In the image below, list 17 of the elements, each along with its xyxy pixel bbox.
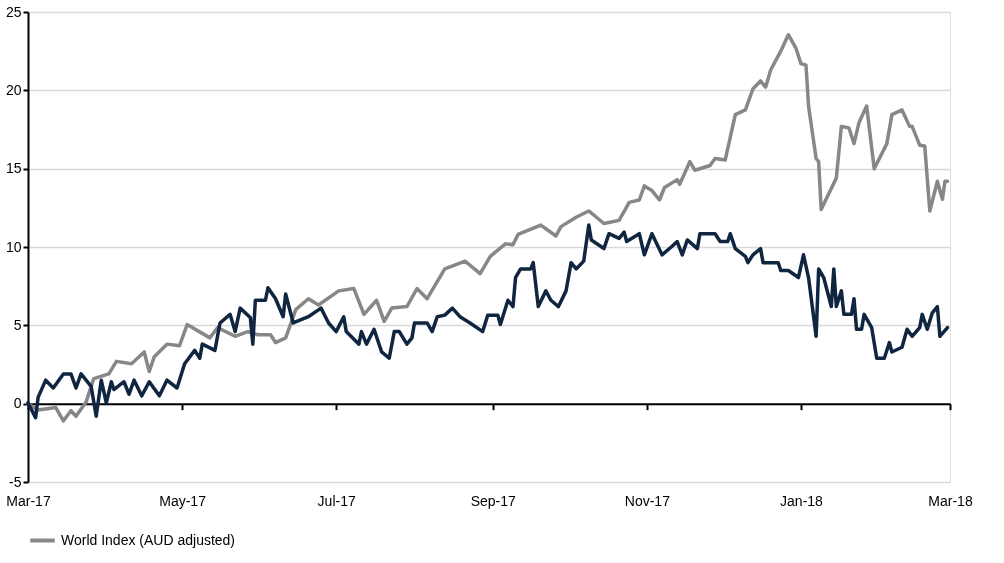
y-tick-label: -5 <box>9 473 22 490</box>
x-tick-label: Nov-17 <box>624 492 671 509</box>
x-tick-label: Mar-18 <box>928 492 973 509</box>
y-tick-label: 15 <box>5 160 22 177</box>
x-tick-label: Jul-17 <box>317 492 356 509</box>
legend-label: World Index (AUD adjusted) <box>61 531 236 548</box>
y-tick-label: 5 <box>13 316 22 333</box>
x-tick-label: May-17 <box>159 492 207 509</box>
y-tick-label: 25 <box>5 3 22 20</box>
x-tick-label: Jan-18 <box>780 492 824 509</box>
line-series <box>26 223 950 420</box>
line-series <box>26 32 950 423</box>
y-tick-label: 0 <box>13 395 22 412</box>
x-tick-label: Sep-17 <box>470 492 517 509</box>
y-tick-label: 10 <box>5 238 22 255</box>
x-tick-label: Mar-17 <box>6 492 51 509</box>
y-tick-label: 20 <box>5 81 22 98</box>
